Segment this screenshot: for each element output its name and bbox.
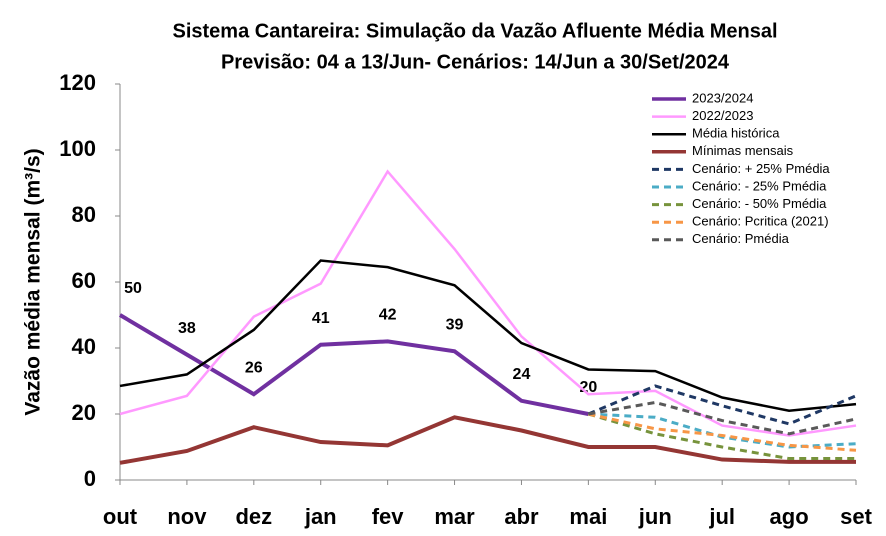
y-tick-label: 40 <box>72 334 96 359</box>
legend-label: 2023/2024 <box>692 90 753 105</box>
y-tick-label: 60 <box>72 268 96 293</box>
x-tick-label: fev <box>372 504 405 529</box>
x-tick-label: set <box>840 504 872 529</box>
data-label: 41 <box>312 310 330 327</box>
data-label: 39 <box>446 317 464 334</box>
legend-label: Média histórica <box>692 126 780 141</box>
y-axis-label: Vazão média mensal (m³/s) <box>22 148 45 415</box>
x-tick-label: dez <box>235 504 272 529</box>
y-tick-label: 0 <box>84 466 96 491</box>
x-tick-label: nov <box>167 504 207 529</box>
series-line <box>588 412 857 449</box>
x-tick-label: jan <box>304 504 337 529</box>
x-tick-label: out <box>103 504 138 529</box>
legend-label: Cenário: Pmédia <box>692 231 790 246</box>
chart-title: Sistema Cantareira: Simulação da Vazão A… <box>172 20 777 42</box>
series-line <box>587 384 857 426</box>
legend-label: Cenário: - 50% Pmédia <box>692 196 827 211</box>
series-line <box>588 400 857 436</box>
series-line <box>119 169 857 437</box>
legend-label: Mínimas mensais <box>692 143 794 158</box>
legend-label: Cenário: Pcritica (2021) <box>692 214 829 229</box>
y-tick-label: 120 <box>59 70 96 95</box>
legend-label: Cenário: + 25% Pmédia <box>692 161 830 176</box>
y-tick-label: 100 <box>59 136 96 161</box>
chart-subtitle: Previsão: 04 a 13/Jun- Cenários: 14/Jun … <box>221 51 730 73</box>
series-line <box>587 412 856 461</box>
data-label: 50 <box>124 280 142 297</box>
series-line <box>118 313 589 416</box>
legend-label: 2022/2023 <box>692 108 753 123</box>
series-line <box>119 259 857 412</box>
y-tick-label: 80 <box>72 202 96 227</box>
x-tick-label: ago <box>770 504 809 529</box>
data-label: 26 <box>245 359 263 376</box>
x-tick-label: mai <box>569 504 607 529</box>
data-label: 24 <box>513 366 531 383</box>
x-tick-label: jul <box>708 504 735 529</box>
series-line <box>588 412 857 452</box>
x-tick-label: mar <box>434 504 475 529</box>
x-tick-label: jun <box>638 504 672 529</box>
data-label: 42 <box>379 307 397 324</box>
series-line <box>119 415 856 465</box>
x-tick-label: abr <box>504 504 539 529</box>
data-label: 38 <box>178 320 196 337</box>
y-tick-label: 20 <box>72 400 96 425</box>
legend-label: Cenário: - 25% Pmédia <box>692 178 827 193</box>
